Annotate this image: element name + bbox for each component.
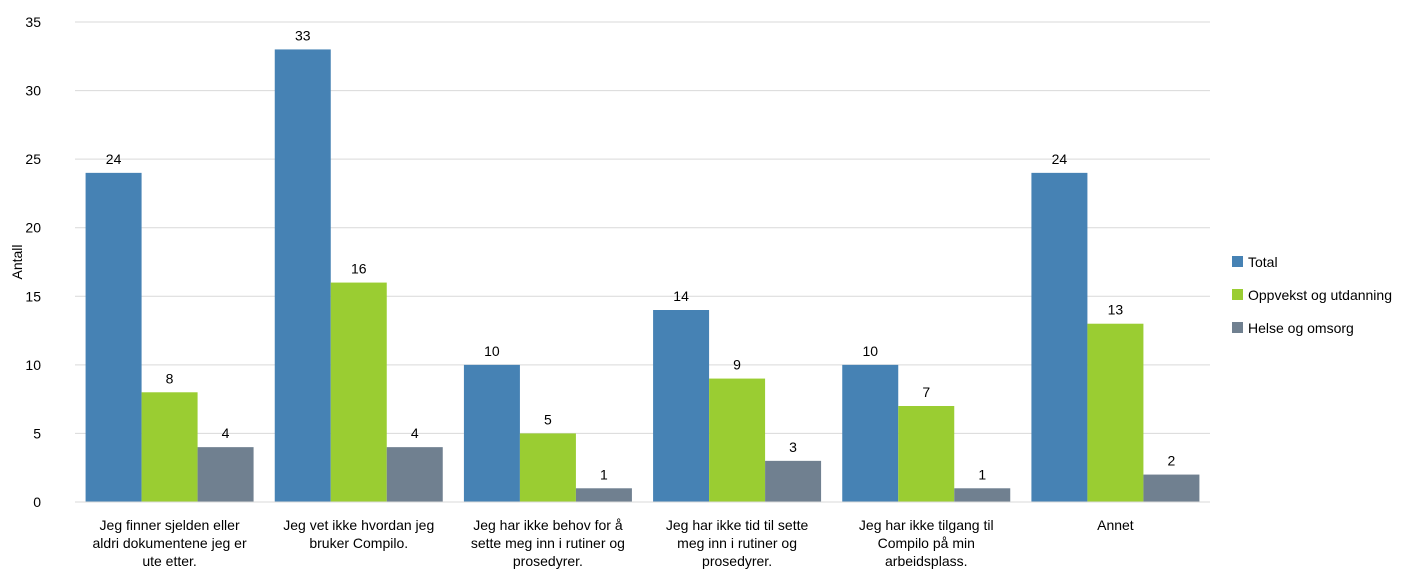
data-label: 10 xyxy=(484,343,500,359)
data-label: 10 xyxy=(862,343,878,359)
data-label: 7 xyxy=(922,384,930,400)
data-label: 8 xyxy=(166,370,174,386)
data-label: 2 xyxy=(1168,453,1176,469)
data-label: 1 xyxy=(978,466,986,482)
y-axis-ticks: 0 5 10 15 20 25 30 35 xyxy=(25,14,41,510)
bar xyxy=(765,460,822,502)
y-tick-label: 20 xyxy=(25,220,41,236)
bar xyxy=(141,392,198,502)
bar xyxy=(709,378,766,502)
bar xyxy=(575,488,632,502)
data-label: 9 xyxy=(733,357,741,373)
legend-label: Total xyxy=(1248,254,1278,270)
bars xyxy=(85,49,1200,503)
bar xyxy=(463,364,520,502)
data-label: 1 xyxy=(600,466,608,482)
legend-swatch xyxy=(1232,322,1243,333)
x-category-label: Jeg finner sjelden eller aldri dokumenten… xyxy=(93,517,247,569)
legend: Total Oppvekst og utdanning Helse og omsor… xyxy=(1232,254,1392,336)
bar xyxy=(330,282,387,502)
bar xyxy=(954,488,1011,502)
y-tick-label: 35 xyxy=(25,14,41,30)
bar xyxy=(898,406,955,502)
x-category-label: Annet xyxy=(1097,517,1134,533)
legend-swatch xyxy=(1232,289,1243,300)
bar xyxy=(197,447,254,502)
y-tick-label: 5 xyxy=(33,425,41,441)
bar xyxy=(653,310,710,502)
x-category-label: Jeg har ikke behov for å sette meg inn i … xyxy=(471,517,625,569)
data-label: 3 xyxy=(789,439,797,455)
x-category-label: Jeg vet ikke hvordan jeg bruker Compilo. xyxy=(283,517,434,551)
y-tick-label: 15 xyxy=(25,288,41,304)
bar xyxy=(1143,474,1200,502)
data-label: 5 xyxy=(544,411,552,427)
data-label: 24 xyxy=(106,151,122,167)
bar xyxy=(1031,172,1088,502)
bar xyxy=(519,433,576,502)
bar xyxy=(386,447,443,502)
legend-label: Oppvekst og utdanning xyxy=(1248,287,1392,303)
x-category-label: Jeg har ikke tid til sette meg inn i ruti… xyxy=(666,517,809,569)
data-label: 4 xyxy=(222,425,230,441)
data-label: 14 xyxy=(673,288,689,304)
data-label: 24 xyxy=(1052,151,1068,167)
y-tick-label: 25 xyxy=(25,151,41,167)
legend-swatch xyxy=(1232,256,1243,267)
data-label: 33 xyxy=(295,27,311,43)
x-category-label: Jeg har ikke tilgang til Compilo på min ar… xyxy=(859,517,994,569)
bar xyxy=(85,172,142,502)
y-tick-label: 30 xyxy=(25,83,41,99)
x-axis-categories: Jeg finner sjelden eller aldri dokumenten… xyxy=(93,517,1134,569)
data-label: 13 xyxy=(1108,302,1124,318)
y-axis-title: Antall xyxy=(9,244,25,279)
y-tick-label: 10 xyxy=(25,357,41,373)
bar xyxy=(1087,323,1144,502)
data-labels: 24 8 4 33 16 4 10 5 1 14 9 3 10 7 1 24 13 2 xyxy=(106,27,1176,482)
y-tick-label: 0 xyxy=(33,494,41,510)
data-label: 16 xyxy=(351,261,367,277)
bar xyxy=(274,49,331,503)
gridlines xyxy=(75,21,1210,434)
bar xyxy=(842,364,899,502)
legend-label: Helse og omsorg xyxy=(1248,320,1354,336)
data-label: 4 xyxy=(411,425,419,441)
